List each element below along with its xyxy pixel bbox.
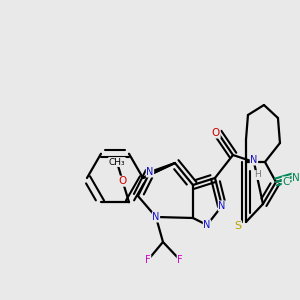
Text: N: N [250, 155, 258, 165]
Text: N: N [292, 173, 300, 183]
Text: N: N [203, 220, 211, 230]
Text: S: S [234, 221, 242, 231]
Text: F: F [177, 255, 183, 265]
Text: C: C [282, 177, 290, 187]
Text: O: O [212, 128, 220, 138]
Text: H: H [255, 170, 261, 179]
Text: CH₃: CH₃ [109, 158, 125, 166]
Text: N: N [152, 212, 160, 222]
Text: O: O [118, 176, 127, 186]
Text: F: F [145, 255, 151, 265]
Text: N: N [218, 201, 226, 211]
Text: N: N [146, 167, 154, 177]
